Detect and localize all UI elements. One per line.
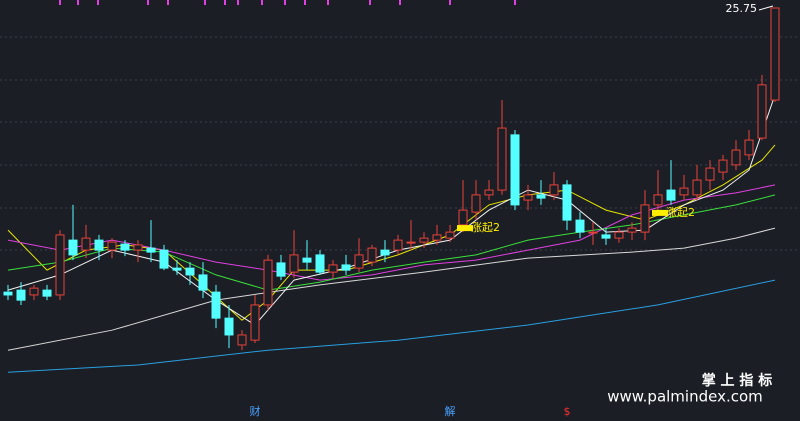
candle-body xyxy=(302,257,312,263)
watermark-url: www.palmindex.com xyxy=(607,388,763,406)
candle-body xyxy=(627,227,637,233)
plot-area: 25.75 涨起2 涨起2 财 解 $ xyxy=(3,2,780,418)
candle-body xyxy=(458,209,468,226)
candle-body xyxy=(367,247,377,263)
candle-body xyxy=(744,139,754,156)
candle-body xyxy=(276,262,286,277)
candle-body xyxy=(484,189,494,196)
candle-body xyxy=(159,249,169,269)
candle-body xyxy=(432,234,442,241)
candle-body xyxy=(393,239,403,251)
signal-marker xyxy=(652,209,668,216)
candle-body xyxy=(263,259,273,306)
candle-body xyxy=(406,241,416,244)
candle-body xyxy=(224,317,234,336)
candle-body xyxy=(380,249,390,256)
event-label: 解 xyxy=(445,404,456,418)
candle-body xyxy=(289,254,299,273)
candle-body xyxy=(536,194,546,199)
candle-body xyxy=(549,184,559,196)
candle-body xyxy=(601,234,611,239)
candle-body xyxy=(354,254,364,269)
candle-body xyxy=(653,194,663,206)
candle-body xyxy=(29,287,39,296)
candle-body xyxy=(16,289,26,301)
candle-body xyxy=(198,274,208,291)
candle-body xyxy=(81,237,91,251)
candle-body xyxy=(497,127,507,191)
candle-body xyxy=(666,189,676,201)
candle-body xyxy=(172,267,182,271)
signal-label: 涨起2 xyxy=(471,221,500,234)
moving-average xyxy=(7,227,776,351)
candle-body xyxy=(523,194,533,201)
candle-body xyxy=(705,167,715,181)
top-ticks xyxy=(59,0,516,5)
candle-body xyxy=(68,239,78,256)
candle-body xyxy=(731,149,741,166)
candle-body xyxy=(341,264,351,271)
candle-body xyxy=(614,231,624,239)
candle-body xyxy=(692,179,702,196)
candle-body xyxy=(3,291,13,296)
candle-body xyxy=(185,267,195,276)
candle-body xyxy=(718,159,728,173)
candle-body xyxy=(679,187,689,196)
candle-body xyxy=(471,194,481,213)
watermark-title: 掌 上 指 标 xyxy=(702,372,773,389)
high-label: 25.75 xyxy=(726,2,758,15)
candle-body xyxy=(562,184,572,221)
event-label: $ xyxy=(564,405,571,418)
high-arrow xyxy=(758,5,774,11)
candle-body xyxy=(237,334,247,346)
candle-body xyxy=(94,239,104,251)
candle-body xyxy=(42,289,52,297)
candle-body xyxy=(315,254,325,273)
candle-body xyxy=(120,243,130,251)
candle-body xyxy=(588,231,598,234)
candle-body xyxy=(133,244,143,251)
candle-body xyxy=(146,247,156,253)
signal-marker xyxy=(457,225,473,232)
moving-average xyxy=(7,144,776,321)
candle-body xyxy=(445,231,455,239)
candle-body xyxy=(757,84,767,139)
candle-body xyxy=(770,7,780,101)
event-label: 财 xyxy=(250,404,261,418)
candle-body xyxy=(510,134,520,206)
candle-body xyxy=(55,234,65,296)
candle-body xyxy=(211,291,221,319)
candle-body xyxy=(250,304,260,341)
signal-label: 涨起2 xyxy=(666,206,695,219)
candle-body xyxy=(419,237,429,243)
candle-body xyxy=(107,241,117,251)
moving-average xyxy=(7,279,776,373)
candle-body xyxy=(328,264,338,273)
candle-body xyxy=(575,219,585,233)
candle-body xyxy=(640,204,650,233)
